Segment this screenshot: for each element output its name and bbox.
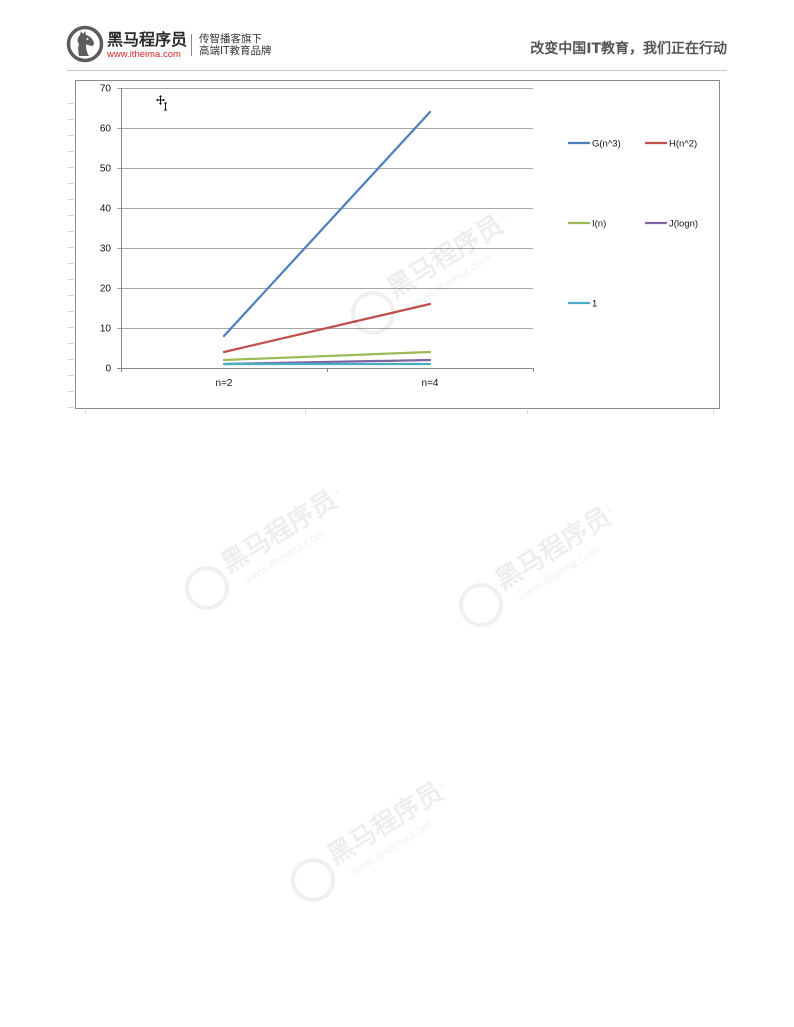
legend-label: 1	[592, 299, 597, 310]
watermark-title: 黑马程序员™	[322, 773, 455, 872]
watermark-text: 黑马程序员	[490, 501, 617, 597]
watermark-url: www.itheima.com	[347, 817, 434, 879]
watermark-logo-ring	[176, 557, 238, 619]
legend-label: J(logn)	[669, 219, 698, 230]
legend: G(n^3) H(n^2) I(n) J(logn) 1	[568, 139, 698, 310]
chart-canvas: 0 10 20 30 40 50 60 70 n=2 n=4 G(n^3) H(n^2) I(n) J(l…	[75, 80, 720, 409]
watermark: 黑马程序员™ www.itheima.com	[280, 745, 509, 913]
watermark-url: www.itheima.com	[515, 542, 602, 604]
series-line	[222, 302, 432, 354]
sheet-gridline-marks	[68, 88, 74, 408]
legend-entry: J(logn)	[645, 219, 698, 230]
header-divider	[191, 34, 192, 56]
watermark-text: 黑马程序员	[322, 776, 449, 872]
y-tick-label: 70	[100, 84, 112, 95]
watermark-logo-ring	[282, 849, 344, 911]
watermark-url: www.itheima.com	[241, 525, 328, 587]
sheet-gridline-mark	[305, 410, 306, 414]
y-tick-label: 0	[105, 364, 111, 375]
series-lines	[222, 110, 432, 366]
y-tick-label: 20	[100, 284, 112, 295]
move-cursor-icon	[156, 95, 167, 111]
y-tick-label: 60	[100, 124, 112, 135]
brand-url: www.itheima.com	[107, 49, 181, 60]
watermark-trademark: ™	[331, 489, 344, 502]
header-rule	[67, 70, 727, 71]
series-line	[222, 350, 432, 362]
tagline-line-2: 高端IT教育品牌	[199, 45, 272, 57]
watermark-trademark: ™	[437, 781, 450, 794]
legend-entry: 1	[568, 299, 597, 310]
legend-label: I(n)	[592, 219, 606, 230]
legend-entry: G(n^3)	[568, 139, 621, 150]
chart-border	[75, 80, 720, 409]
legend-entry: I(n)	[568, 219, 606, 230]
x-tick-label: n=2	[216, 378, 233, 389]
sheet-gridline-mark	[527, 410, 528, 414]
legend-label: H(n^2)	[669, 139, 697, 150]
brand-name: 黑马程序员	[107, 30, 188, 49]
horse-head-logo-icon	[66, 25, 104, 63]
line-chart: 0 10 20 30 40 50 60 70 n=2 n=4 G(n^3) H(n^2) I(n) J(l…	[75, 80, 721, 410]
y-tick-label: 40	[100, 204, 112, 215]
x-tick-label: n=4	[422, 378, 439, 389]
y-tick-label: 50	[100, 164, 112, 175]
y-tick-label: 10	[100, 324, 112, 335]
watermark: 黑马程序员™ www.itheima.com	[448, 470, 677, 638]
watermark-text: 黑马程序员	[216, 484, 343, 580]
series-line	[222, 110, 432, 338]
brand-logo	[66, 25, 104, 63]
legend-label: G(n^3)	[592, 139, 621, 150]
watermark-title: 黑马程序员™	[216, 481, 349, 580]
slogan: 改变中国IT教育，我们正在行动	[530, 41, 727, 57]
watermark-title: 黑马程序员™	[490, 498, 623, 597]
sheet-gridline-mark	[713, 410, 714, 414]
tagline-line-1: 传智播客旗下	[199, 33, 262, 45]
y-tick-label: 30	[100, 244, 112, 255]
legend-entry: H(n^2)	[645, 139, 697, 150]
watermark-trademark: ™	[605, 506, 618, 519]
sheet-gridline-mark	[85, 410, 86, 414]
watermark-logo-ring	[450, 574, 512, 636]
watermark: 黑马程序员™ www.itheima.com	[174, 453, 403, 621]
